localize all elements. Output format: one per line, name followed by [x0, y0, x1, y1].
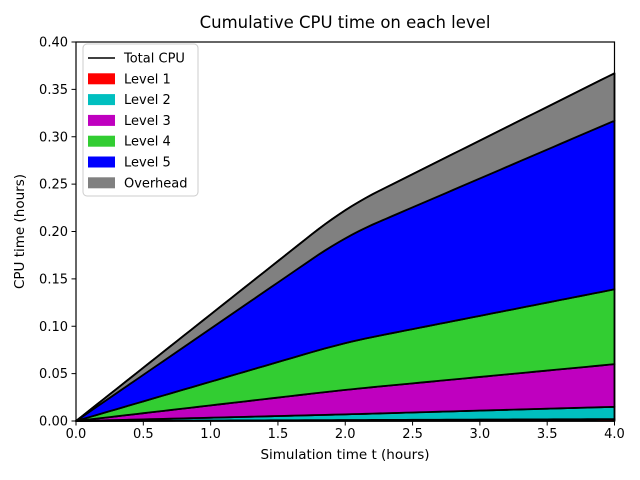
chart-title: Cumulative CPU time on each level: [200, 13, 491, 32]
legend-entry-label: Level 4: [124, 135, 171, 150]
y-tick-label: 0.10: [39, 320, 68, 335]
x-axis-label: Simulation time t (hours): [260, 447, 429, 463]
axes: 0.0 0.5 1.0 1.5 2.0 2.5 3.0 3.5 4.0 0.00 0.05 0.10 0…: [39, 36, 625, 443]
y-tick-label: 0.05: [39, 367, 68, 382]
legend-entry-level-4: Level 4: [88, 135, 171, 150]
x-tick-label: 1.0: [200, 427, 221, 442]
legend-entry-overhead: Overhead: [88, 176, 188, 191]
legend-entry-level-5: Level 5: [88, 156, 171, 171]
y-tick-label: 0.25: [39, 178, 68, 193]
legend-entry-label: Level 2: [124, 93, 171, 108]
legend-entry-level-2: Level 2: [88, 93, 171, 108]
y-tick-label: 0.40: [39, 36, 68, 51]
legend-entry-label: Total CPU: [123, 52, 185, 67]
y-tick-label: 0.20: [39, 225, 68, 240]
x-tick-label: 1.5: [268, 427, 289, 442]
legend-handle-patch: [88, 73, 115, 85]
legend-entry-label: Level 1: [124, 72, 171, 87]
y-axis-label: CPU time (hours): [12, 174, 28, 289]
x-tick-label: 2.0: [335, 427, 356, 442]
x-tick-label: 0.5: [133, 427, 154, 442]
y-tick-label: 0.00: [39, 415, 68, 430]
x-tick-label: 4.0: [604, 427, 625, 442]
y-tick-label: 0.35: [39, 83, 68, 98]
legend-entry-level-3: Level 3: [88, 114, 171, 129]
x-tick-label: 0.0: [66, 427, 87, 442]
plot-area: [75, 42, 616, 422]
legend-entry-level-1: Level 1: [88, 72, 171, 87]
legend-entry-total-cpu: Total CPU: [88, 52, 185, 67]
y-tick-label: 0.15: [39, 272, 68, 287]
x-tick-label: 3.5: [537, 427, 558, 442]
legend-entry-label: Overhead: [124, 176, 188, 191]
x-tick-label: 3.0: [470, 427, 491, 442]
legend: Total CPU Level 1 Level 2 Level 3 Level 4 Lev…: [82, 43, 199, 197]
legend-handle-patch: [88, 177, 115, 189]
legend-entry-label: Level 3: [124, 114, 171, 129]
x-tick-label: 2.5: [402, 427, 423, 442]
legend-handle-patch: [88, 94, 115, 106]
legend-handle-patch: [88, 156, 115, 168]
legend-handle-patch: [88, 114, 115, 126]
total-cpu-line: [75, 72, 615, 422]
legend-handle-patch: [88, 135, 115, 147]
legend-entry-label: Level 5: [124, 156, 171, 171]
y-tick-label: 0.30: [39, 130, 68, 145]
